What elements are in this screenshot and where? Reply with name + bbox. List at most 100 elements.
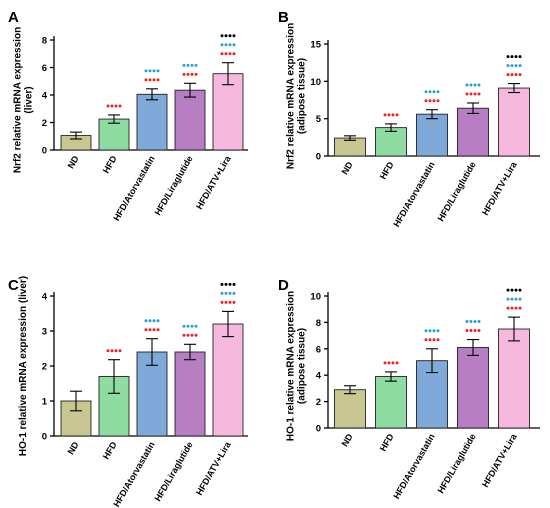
significance-star	[510, 297, 514, 301]
significance-star	[432, 329, 436, 333]
significance-star	[465, 92, 469, 96]
x-tick-label: HFD/Liraglutide	[436, 432, 478, 495]
significance-star	[506, 288, 510, 292]
x-tick-label: ND	[66, 154, 81, 171]
y-tick-label: 10	[310, 292, 321, 303]
x-tick-label: ND	[340, 160, 355, 177]
significance-star	[506, 297, 510, 301]
panel-letter: A	[8, 9, 19, 26]
significance-star	[518, 297, 522, 301]
significance-star	[144, 78, 148, 82]
significance-star	[383, 361, 387, 365]
significance-star	[510, 73, 514, 77]
significance-star	[436, 90, 440, 94]
significance-star	[432, 99, 436, 103]
y-axis-label: Nrf2 relative mRNA expression	[13, 27, 24, 173]
bar	[375, 376, 407, 429]
x-tick-label: HFD/Atorvastatin	[111, 154, 156, 223]
significance-star	[469, 83, 473, 87]
significance-star	[224, 291, 228, 295]
significance-star	[436, 329, 440, 333]
significance-star	[148, 78, 152, 82]
significance-star	[220, 282, 224, 286]
significance-star	[144, 319, 148, 323]
y-tick-label: 0	[316, 424, 321, 435]
significance-star	[220, 34, 224, 38]
significance-star	[152, 319, 156, 323]
y-tick-label: 2	[316, 397, 321, 408]
significance-star	[224, 52, 228, 56]
significance-star	[190, 63, 194, 67]
significance-star	[424, 90, 428, 94]
x-tick-label: ND	[340, 432, 355, 449]
significance-star	[428, 90, 432, 94]
bar	[334, 389, 366, 429]
significance-star	[224, 43, 228, 47]
significance-star	[182, 333, 186, 337]
panel-letter: B	[278, 9, 289, 26]
y-axis-label: (adipose tissue)	[297, 58, 308, 134]
x-tick-label: HFD	[378, 432, 396, 453]
y-axis-label: (liver)	[24, 86, 35, 113]
significance-star	[194, 63, 198, 67]
significance-star	[152, 69, 156, 73]
significance-star	[114, 104, 118, 108]
bar	[498, 328, 530, 429]
x-tick-label: HFD/ATV+Lira	[480, 159, 519, 217]
y-tick-label: 4	[42, 292, 48, 303]
significance-star	[114, 349, 118, 353]
significance-star	[228, 43, 232, 47]
x-tick-label: HFD/Liraglutide	[436, 160, 478, 223]
significance-star	[395, 113, 399, 117]
bar	[174, 89, 206, 151]
significance-star	[514, 55, 518, 59]
x-tick-label: HFD/Atorvastatin	[391, 432, 436, 501]
significance-star	[477, 329, 481, 333]
significance-star	[510, 64, 514, 68]
significance-star	[387, 113, 391, 117]
significance-star	[228, 282, 232, 286]
significance-star	[465, 320, 469, 324]
significance-star	[148, 319, 152, 323]
significance-star	[228, 34, 232, 38]
significance-star	[220, 43, 224, 47]
significance-star	[152, 78, 156, 82]
significance-star	[469, 329, 473, 333]
y-tick-label: 4	[316, 371, 322, 382]
significance-star	[190, 324, 194, 328]
y-tick-label: 4	[42, 91, 48, 102]
significance-star	[194, 333, 198, 337]
x-tick-label: HFD/Atorvastatin	[111, 440, 156, 508]
significance-star	[428, 99, 432, 103]
y-tick-label: 2	[42, 362, 47, 373]
significance-star	[518, 55, 522, 59]
significance-star	[232, 52, 236, 56]
significance-star	[428, 329, 432, 333]
x-tick-label: HFD/Liraglutide	[153, 440, 195, 503]
x-tick-label: HFD/Liraglutide	[153, 154, 195, 217]
significance-star	[510, 55, 514, 59]
significance-star	[432, 338, 436, 342]
significance-star	[228, 52, 232, 56]
significance-star	[106, 349, 110, 353]
bar	[375, 127, 407, 157]
significance-star	[465, 329, 469, 333]
significance-star	[469, 320, 473, 324]
significance-star	[110, 349, 114, 353]
significance-star	[144, 328, 148, 332]
significance-star	[473, 83, 477, 87]
significance-star	[473, 320, 477, 324]
panel-d: DHO-1 relative mRNA expression (adipose t…	[278, 277, 540, 501]
significance-star	[518, 288, 522, 292]
bar	[98, 118, 130, 151]
significance-star	[387, 361, 391, 365]
significance-star	[395, 361, 399, 365]
significance-star	[510, 306, 514, 310]
y-axis-label: HO-1 relative mRNA expression	[286, 291, 297, 441]
significance-star	[506, 64, 510, 68]
significance-star	[436, 338, 440, 342]
x-tick-label: HFD	[101, 440, 119, 461]
significance-star	[228, 300, 232, 304]
